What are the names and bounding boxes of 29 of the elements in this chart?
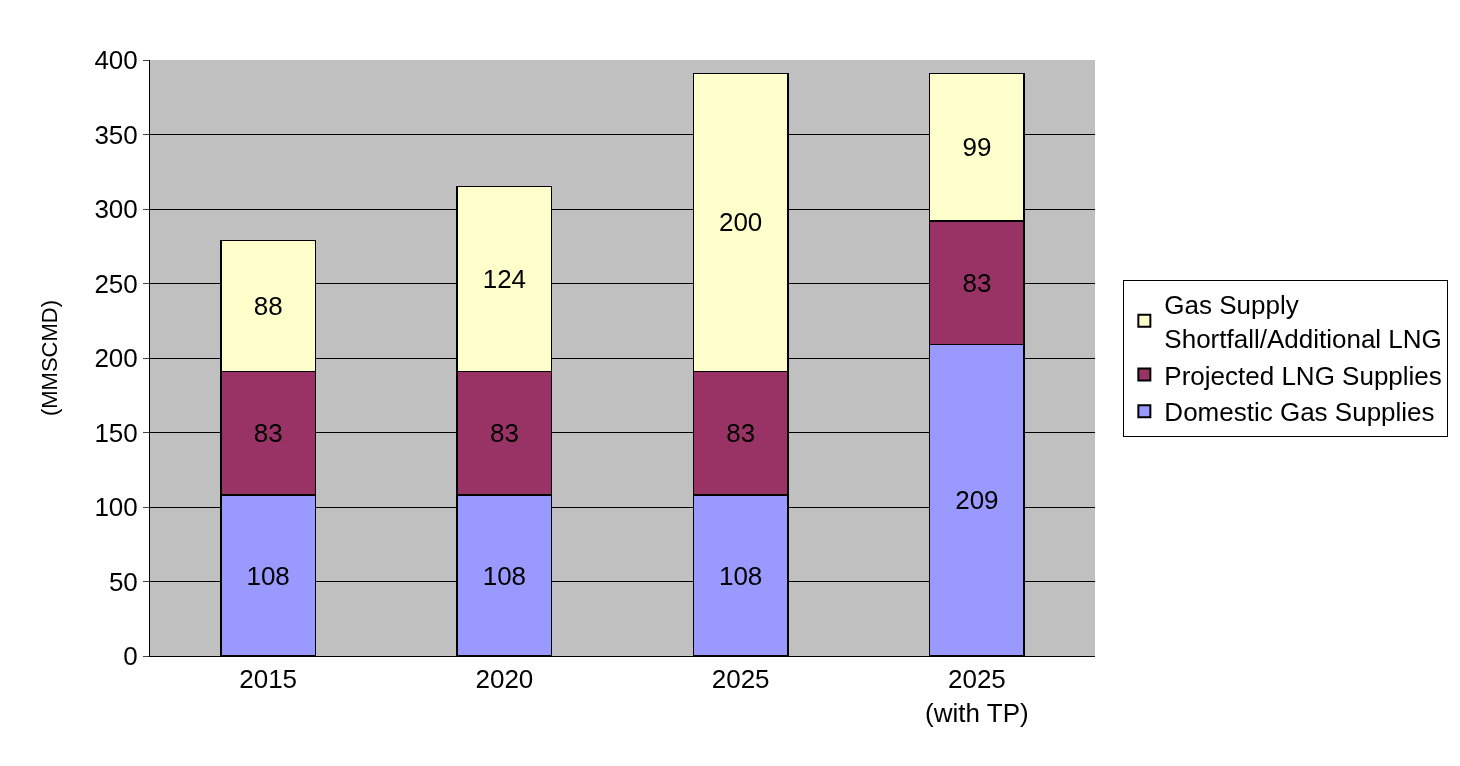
y-tick-label: 300 <box>94 194 138 225</box>
y-axis-title: (MMSCMD) <box>37 299 63 417</box>
y-tick-label: 400 <box>94 45 138 76</box>
legend-label: Domestic Gas Supplies <box>1164 397 1435 428</box>
y-tick-label: 250 <box>94 268 138 299</box>
data-label: 209 <box>955 485 999 516</box>
x-tick-label: 2025 (with TP) <box>925 664 1029 728</box>
x-tick-label: 2015 <box>239 664 298 695</box>
y-tick-label: 350 <box>94 119 138 150</box>
legend-label: Gas Supply Shortfall/Additional LNG <box>1164 290 1442 354</box>
data-label: 108 <box>246 560 290 591</box>
y-tick-label: 150 <box>94 417 138 448</box>
data-label: 83 <box>726 418 756 449</box>
data-label: 124 <box>482 264 527 295</box>
y-tick-label: 200 <box>94 343 138 374</box>
data-label: 108 <box>718 560 763 591</box>
y-tick-label: 0 <box>123 641 138 672</box>
data-label: 83 <box>489 418 519 449</box>
y-tick-label: 100 <box>94 492 138 523</box>
y-tick-label: 50 <box>108 566 138 597</box>
x-tick-label: 2020 <box>475 664 534 695</box>
data-label: 200 <box>718 207 763 238</box>
data-label: 88 <box>253 290 283 321</box>
legend-label: Projected LNG Supplies <box>1164 360 1442 391</box>
x-tick-label: 2025 <box>711 664 770 695</box>
data-label: 108 <box>482 560 527 591</box>
data-label: 83 <box>962 267 992 298</box>
data-label: 99 <box>962 132 992 163</box>
data-label: 83 <box>253 418 283 449</box>
